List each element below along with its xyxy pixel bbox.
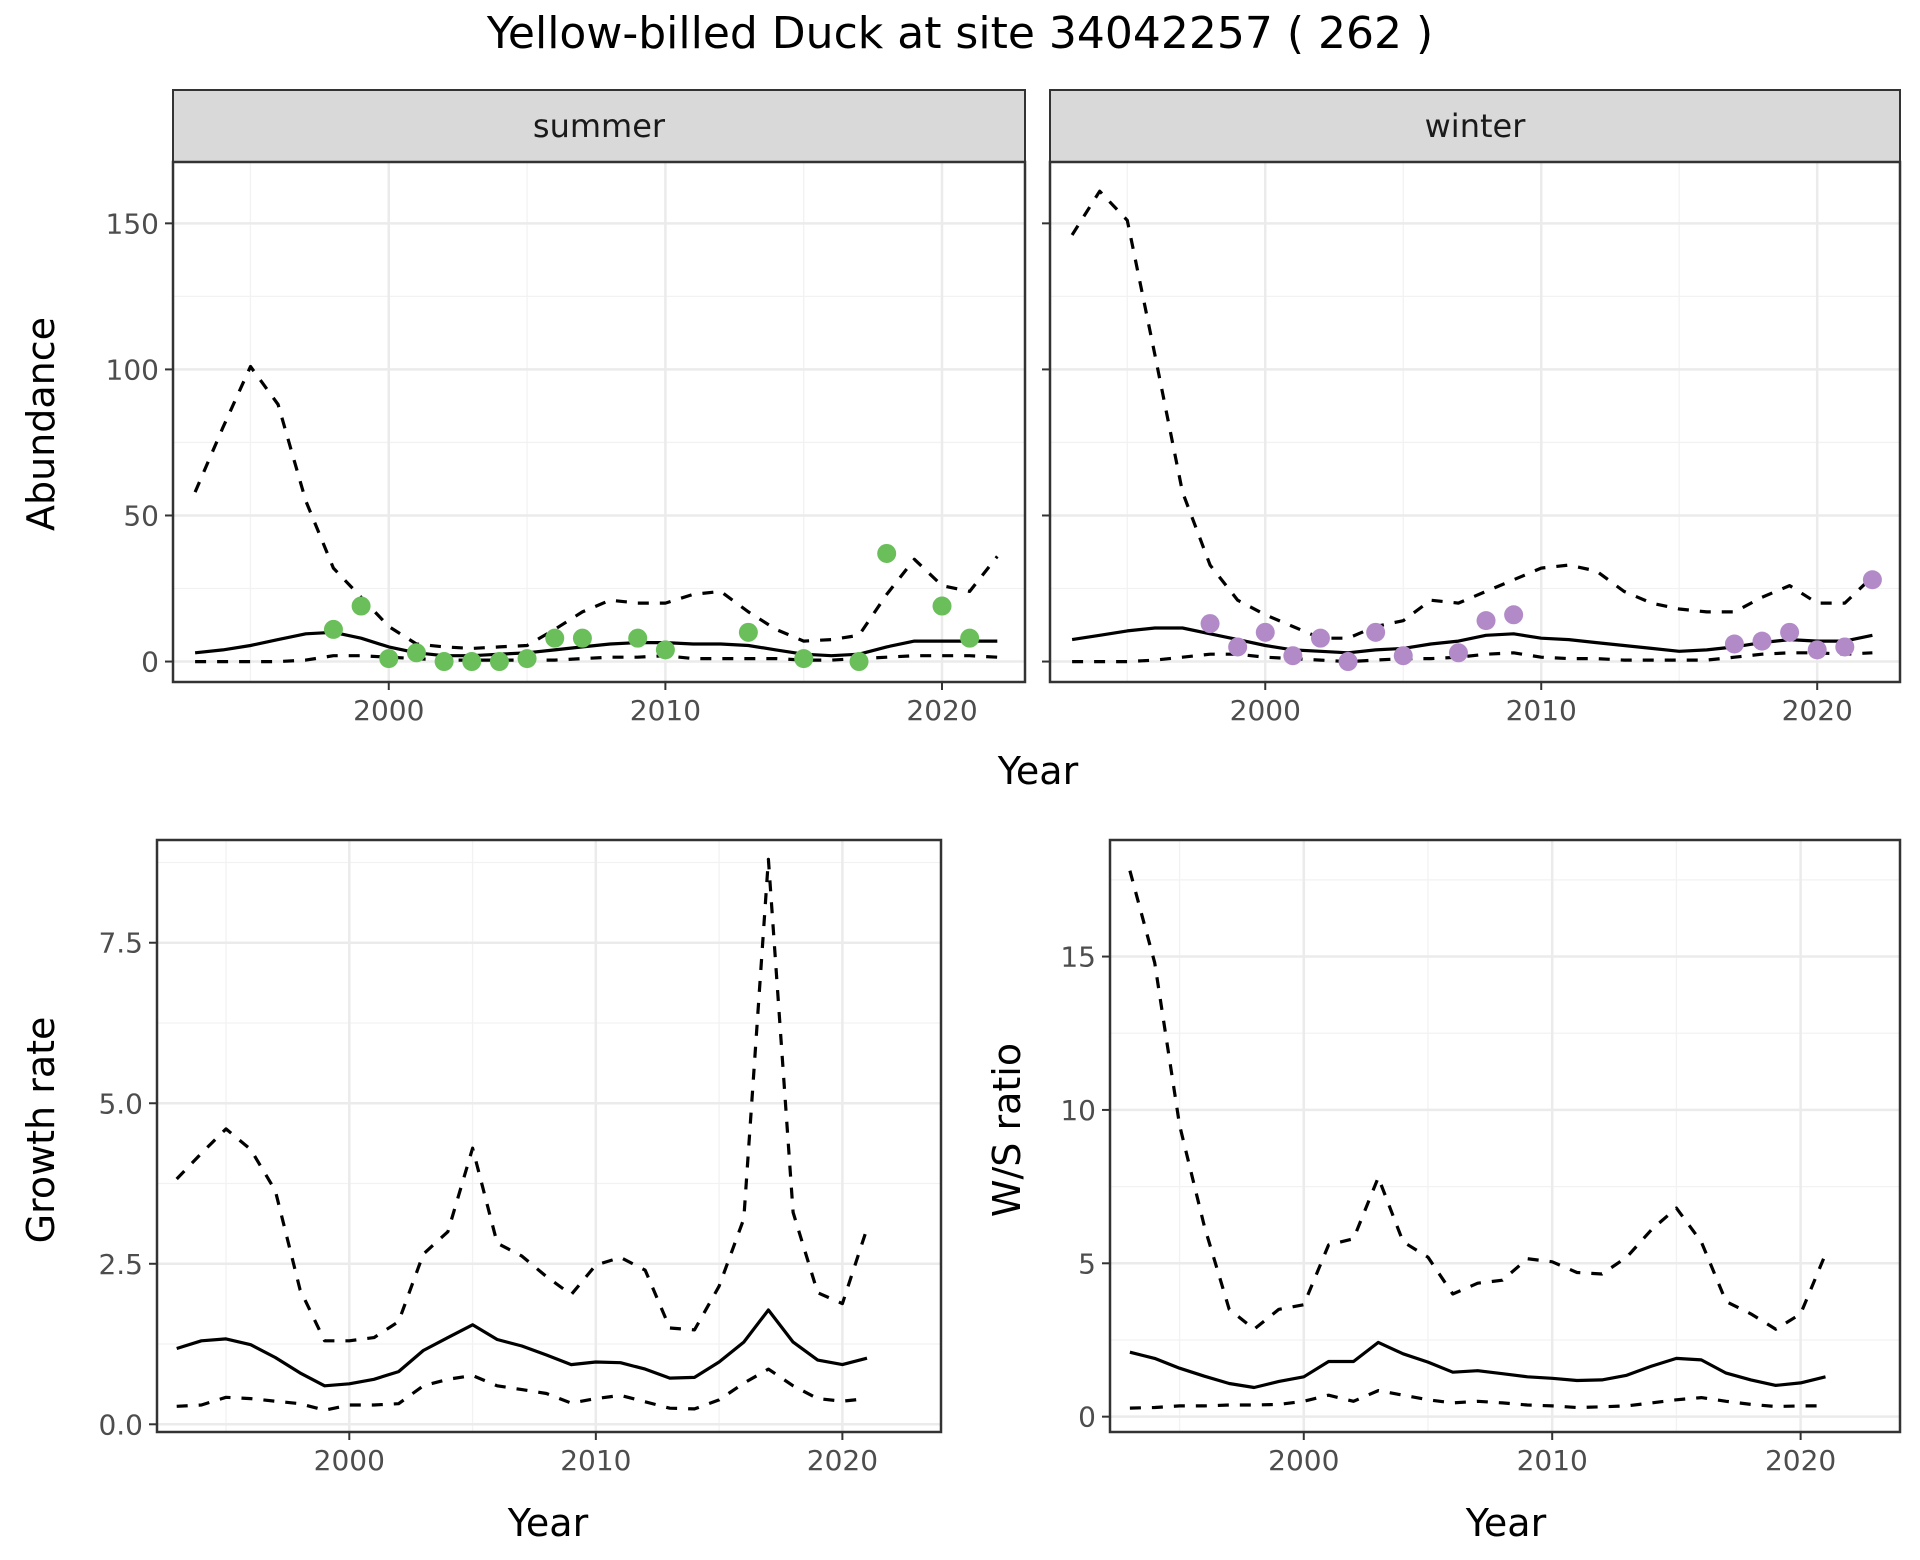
observed-point [1200,614,1220,634]
upper-bound-line [175,857,869,1343]
growth-y-axis-title: Growth rate [19,1017,63,1244]
growth-x-axis-title: Year [507,1501,589,1545]
ratio-x-axis-title: Year [1465,1501,1547,1545]
x-tick-label: 2010 [1506,694,1577,727]
y-tick-label: 5.0 [98,1087,143,1120]
upper-bound-line [193,364,999,650]
x-tick-label: 2020 [906,694,977,727]
strip-label-winter: winter [1425,107,1527,145]
observed-point [1862,570,1882,590]
y-tick-label: 100 [106,353,159,386]
observed-point [572,628,592,648]
x-tick-label: 2000 [314,1444,385,1477]
observed-point [1752,631,1772,651]
x-tick-label: 2010 [630,694,701,727]
y-tick-label: 5 [1078,1247,1096,1280]
observed-point [545,628,565,648]
observed-point [517,649,537,669]
observed-point [1504,605,1524,625]
observed-point [1255,622,1275,642]
observed-point [628,628,648,648]
observed-point [1835,637,1855,657]
abundance-y-axis-title: Abundance [19,317,63,531]
observed-point [1310,628,1330,648]
x-tick-label: 2000 [1268,1444,1339,1477]
observed-point [1448,643,1468,663]
lower-bound-line [1072,651,1873,664]
observed-point [489,652,509,672]
observed-point [1366,622,1386,642]
x-tick-label: 2010 [560,1444,631,1477]
y-tick-label: 0 [141,646,159,679]
y-tick-label: 2.5 [98,1248,143,1281]
y-tick-label: 150 [106,207,159,240]
ws-ratio-panel: 2000 2010 2020 0 5 10 15 [1060,838,1902,1477]
strip-label-summer: summer [533,107,666,145]
panel-border [155,838,943,1434]
observed-point [379,649,399,669]
y-tick-label: 15 [1060,941,1096,974]
lower-bound-line [176,1367,868,1412]
observed-point [462,652,482,672]
observed-point [1393,646,1413,666]
observed-point [932,596,952,616]
figure-title: Yellow-billed Duck at site 34042257 ( 26… [486,8,1433,59]
observed-point [877,543,897,563]
mean-line [176,1308,868,1388]
observed-point [1476,611,1496,631]
abundance-winter-panel: 2000 2010 2020 [1042,160,1902,727]
x-tick-label: 2000 [1230,694,1301,727]
mean-line [1129,1340,1826,1390]
top-x-axis-title: Year [997,749,1079,793]
abundance-summer-panel: 2000 2010 2020 0 50 100 150 [106,160,1027,727]
x-tick-label: 2020 [807,1444,878,1477]
observed-point [960,628,980,648]
x-tick-label: 2000 [353,694,424,727]
observed-point [406,643,426,663]
y-tick-label: 7.5 [98,927,143,960]
mean-line [1071,626,1873,655]
observed-point [794,649,814,669]
observed-point [1228,637,1248,657]
observed-point [655,640,675,660]
growth-rate-panel: 2000 2010 2020 0.0 2.5 5.0 7.5 [98,838,943,1477]
y-tick-label: 0 [1078,1401,1096,1434]
observed-point [1338,652,1358,672]
y-tick-label: 50 [123,499,159,532]
y-tick-label: 0.0 [98,1408,143,1441]
observed-point [323,619,343,639]
strip-winter [1049,89,1901,163]
observed-point [738,622,758,642]
observed-point [1283,646,1303,666]
upper-bound-line [1070,189,1874,640]
upper-bound-line [1128,870,1827,1331]
y-tick-label: 10 [1060,1094,1096,1127]
observed-point [849,652,869,672]
observed-point [434,652,454,672]
lower-bound-line [1129,1389,1826,1410]
panel-border [171,160,1027,684]
strip-summer [172,89,1026,163]
observed-point [1780,622,1800,642]
observed-point [351,596,371,616]
mean-line [194,630,998,658]
observed-point [1724,634,1744,654]
x-tick-label: 2020 [1765,1444,1836,1477]
ratio-y-axis-title: W/S ratio [985,1043,1029,1217]
panel-border [1108,838,1902,1434]
x-tick-label: 2010 [1517,1444,1588,1477]
x-tick-label: 2020 [1782,694,1853,727]
observed-point [1807,640,1827,660]
panel-border [1048,160,1902,684]
